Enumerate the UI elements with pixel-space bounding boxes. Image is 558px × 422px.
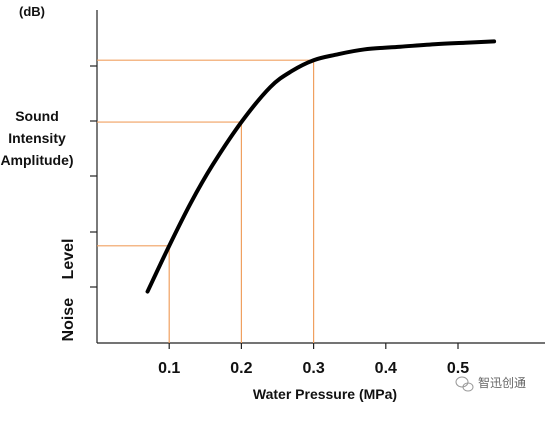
y-label-line-2: Intensity — [8, 130, 66, 146]
x-tick-label: 0.4 — [375, 360, 397, 377]
x-axis-ticks: 0.1 0.2 0.3 0.4 0.5 — [158, 343, 469, 377]
y-label-noise-word: Noise — [60, 298, 77, 342]
y-axis-ticks — [90, 65, 97, 288]
x-tick-label: 0.3 — [302, 360, 324, 377]
watermark: 智迅创通 — [455, 375, 526, 392]
x-axis-title: Water Pressure (MPa) — [253, 386, 397, 402]
series-group — [145, 39, 497, 294]
wechat-icon — [455, 376, 474, 392]
x-tick-label: 0.1 — [158, 360, 180, 377]
y-label-level-word: Level — [60, 239, 77, 280]
y-label-line-1: Sound — [15, 108, 59, 124]
y-label-noise-level: Noise Level — [60, 239, 77, 342]
reference-lines — [97, 59, 315, 343]
series-line — [145, 39, 497, 294]
y-unit-label: (dB) — [19, 4, 45, 19]
y-label-line-3: Amplitude) — [0, 152, 73, 168]
x-tick-label: 0.5 — [447, 360, 469, 377]
watermark-text: 智迅创通 — [478, 375, 526, 390]
x-tick-label: 0.2 — [230, 360, 252, 377]
